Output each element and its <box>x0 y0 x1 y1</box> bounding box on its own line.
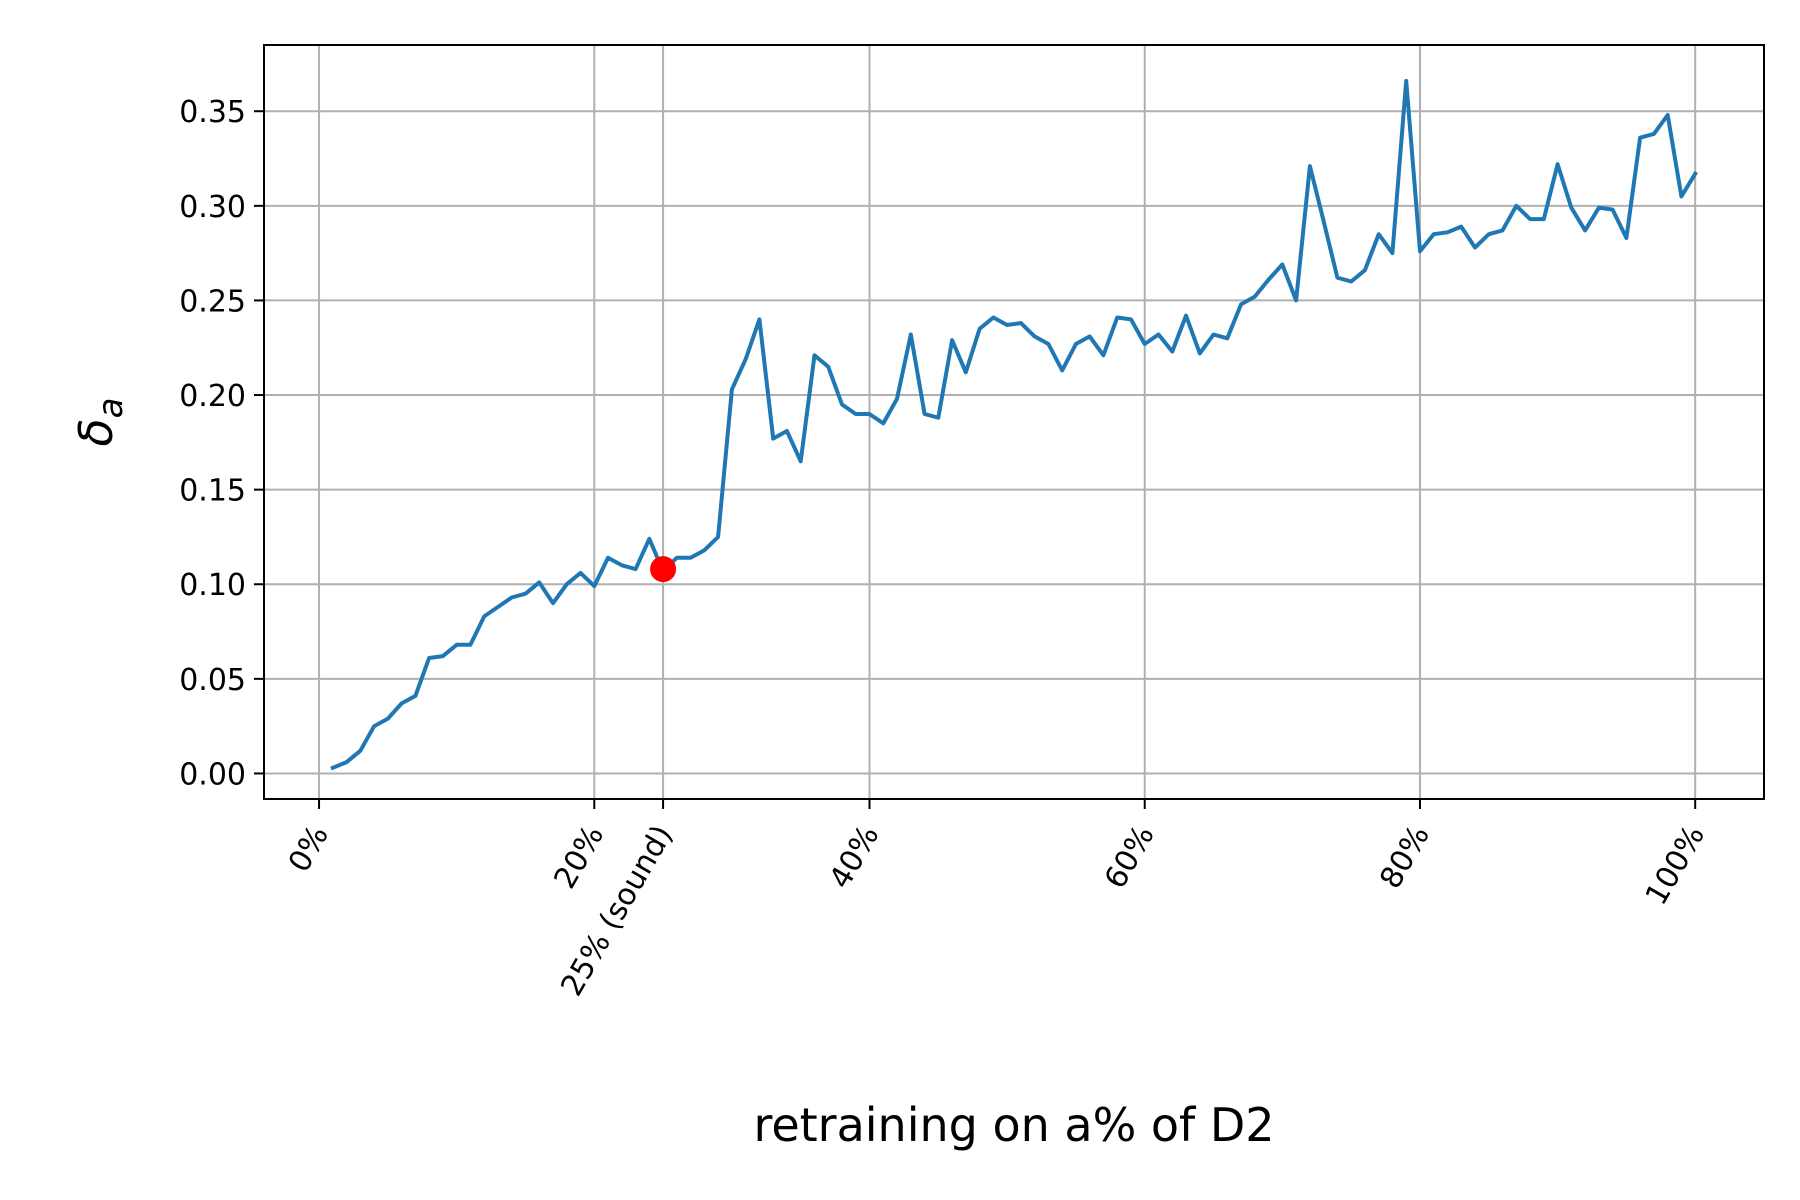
x-axis-title: retraining on a% of D2 <box>753 1098 1274 1152</box>
y-tick-label: 0.00 <box>179 757 246 792</box>
y-tick-label: 0.25 <box>179 284 246 319</box>
y-tick-label: 0.10 <box>179 568 246 603</box>
grid-lines <box>264 45 1764 799</box>
y-tick-label: 0.15 <box>179 474 246 509</box>
y-axis-title: δa <box>69 398 131 447</box>
x-tick-label: 0% <box>282 820 336 879</box>
highlight-layer <box>650 556 677 583</box>
y-axis-title-symbol: δ <box>69 418 123 446</box>
y-tick-label: 0.05 <box>179 663 246 698</box>
x-tick-label: 60% <box>1098 820 1162 895</box>
plot-frame <box>263 44 1765 800</box>
series-line <box>330 78 1698 771</box>
y-tick-label: 0.20 <box>179 379 246 414</box>
x-tick-label: 100% <box>1639 820 1712 912</box>
axis-ticks: 0% 20%25% (sound) 40% 60% 80% 100%0.000.050.1… <box>179 95 1712 1002</box>
y-tick-label: 0.30 <box>179 190 246 225</box>
y-tick-label: 0.35 <box>179 95 246 130</box>
series-layer <box>330 78 1698 771</box>
y-axis-title-subscript: a <box>91 398 131 419</box>
highlight-point <box>650 556 677 583</box>
x-tick-label: 40% <box>823 820 887 895</box>
x-tick-label: 80% <box>1373 820 1437 895</box>
x-tick-label: 20% <box>548 820 612 895</box>
